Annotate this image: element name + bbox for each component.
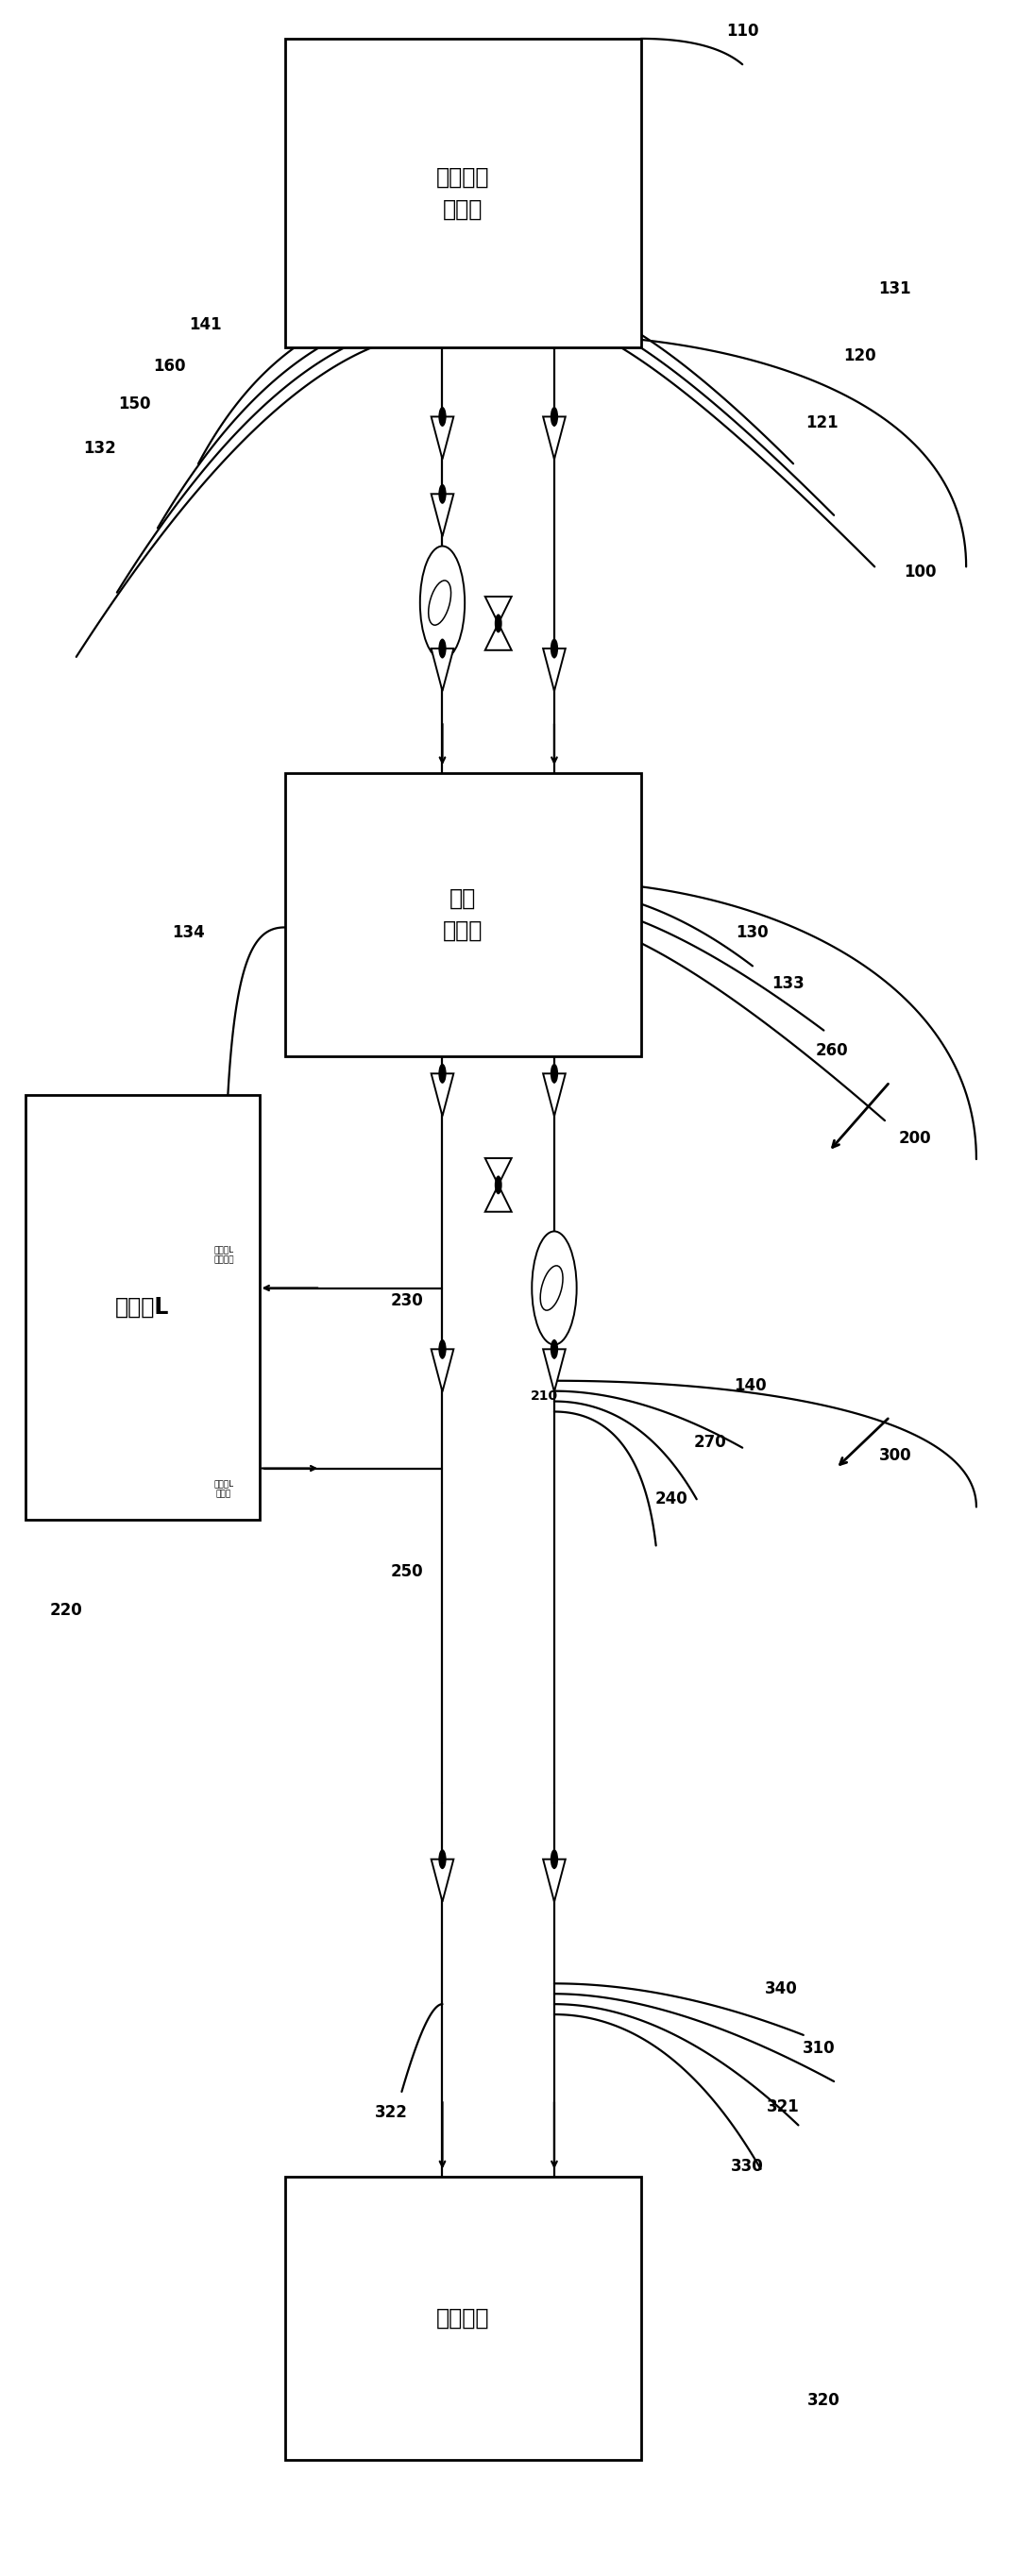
Circle shape [438, 1850, 446, 1870]
Circle shape [532, 1231, 577, 1345]
Polygon shape [543, 417, 565, 459]
Text: 321: 321 [767, 2099, 799, 2115]
Text: 320: 320 [807, 2393, 840, 2409]
Text: 240: 240 [655, 1492, 687, 1507]
Circle shape [438, 639, 446, 659]
Text: 133: 133 [772, 976, 804, 992]
Circle shape [550, 1850, 558, 1870]
Text: 121: 121 [805, 415, 838, 430]
Bar [285, 773, 641, 1056]
Text: 210: 210 [530, 1388, 558, 1404]
Text: 141: 141 [189, 317, 222, 332]
Polygon shape [485, 1159, 512, 1185]
Polygon shape [431, 495, 454, 536]
Circle shape [494, 1175, 502, 1195]
Polygon shape [485, 598, 512, 623]
Text: 110: 110 [726, 23, 759, 39]
Bar [285, 2177, 641, 2460]
Text: 340: 340 [765, 1981, 797, 1996]
Text: 冷水机L
热水管: 冷水机L 热水管 [214, 1479, 234, 1499]
Polygon shape [485, 1185, 512, 1211]
Text: 冷水机L
热水接管: 冷水机L 热水接管 [214, 1244, 234, 1265]
Bar [285, 39, 641, 348]
Circle shape [550, 1064, 558, 1084]
Circle shape [494, 613, 502, 634]
Text: 322: 322 [375, 2105, 408, 2120]
Text: 131: 131 [879, 281, 911, 296]
Polygon shape [543, 1860, 565, 1901]
Circle shape [438, 1340, 446, 1360]
Text: 换热
水箱器: 换热 水箱器 [442, 886, 483, 943]
Circle shape [438, 407, 446, 428]
Text: 134: 134 [172, 925, 204, 940]
Text: 330: 330 [731, 2159, 764, 2174]
Circle shape [438, 484, 446, 505]
Text: 250: 250 [391, 1564, 423, 1579]
Polygon shape [485, 623, 512, 649]
Polygon shape [431, 1074, 454, 1115]
Text: 140: 140 [734, 1378, 767, 1394]
Text: 150: 150 [118, 397, 151, 412]
Polygon shape [543, 1074, 565, 1115]
Text: 200: 200 [899, 1131, 932, 1146]
Text: 120: 120 [843, 348, 876, 363]
Polygon shape [431, 417, 454, 459]
Text: 燃料电池
系统器: 燃料电池 系统器 [436, 165, 489, 222]
Text: 270: 270 [694, 1435, 726, 1450]
Text: 300: 300 [879, 1448, 911, 1463]
Text: 160: 160 [154, 358, 186, 374]
Polygon shape [543, 649, 565, 690]
Circle shape [550, 639, 558, 659]
Text: 260: 260 [816, 1043, 848, 1059]
Polygon shape [431, 649, 454, 690]
Circle shape [420, 546, 465, 659]
Circle shape [550, 407, 558, 428]
Polygon shape [431, 1860, 454, 1901]
Bar [25, 1095, 259, 1520]
Text: 310: 310 [802, 2040, 835, 2056]
Text: 冷水机L: 冷水机L [115, 1296, 170, 1319]
Polygon shape [543, 1350, 565, 1391]
Circle shape [550, 1340, 558, 1360]
Text: 230: 230 [391, 1293, 423, 1309]
Text: 100: 100 [904, 564, 937, 580]
Text: 车辆设备: 车辆设备 [436, 2308, 489, 2329]
Text: 132: 132 [83, 440, 116, 456]
Polygon shape [431, 1350, 454, 1391]
Text: 220: 220 [50, 1602, 82, 1618]
Circle shape [438, 1064, 446, 1084]
Text: 130: 130 [736, 925, 769, 940]
